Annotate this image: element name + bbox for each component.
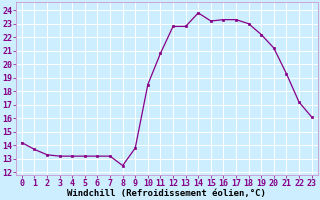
X-axis label: Windchill (Refroidissement éolien,°C): Windchill (Refroidissement éolien,°C) (67, 189, 266, 198)
